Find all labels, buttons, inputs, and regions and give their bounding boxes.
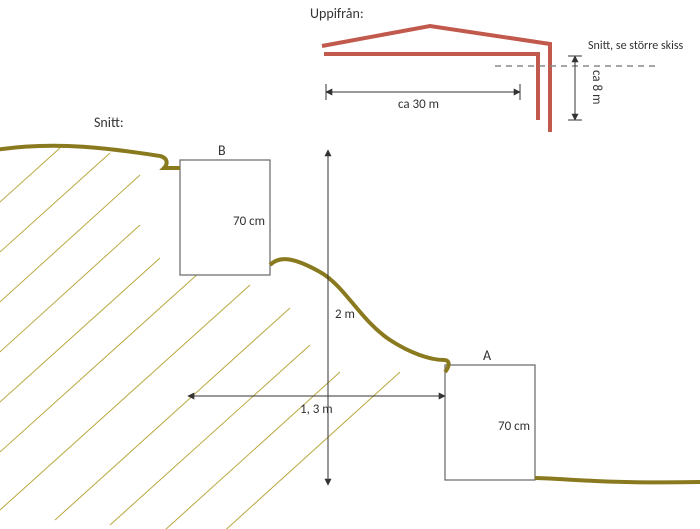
top-view-width-label: ca 30 m xyxy=(398,97,439,112)
box-a-label: A xyxy=(483,347,492,364)
top-view-group: Uppifrån: Snitt, se större skiss ca 30 m… xyxy=(310,5,684,132)
top-view-depth-label: ca 8 m xyxy=(589,70,604,104)
section-view-group: Snitt: B 70 cm A 70 cm 2 m 1 xyxy=(0,114,700,529)
top-view-annotation: Snitt, se större skiss xyxy=(588,39,684,53)
box-b-label: B xyxy=(218,142,226,159)
top-view-building-outline xyxy=(322,26,550,132)
section-horizontal-dim-label: 1, 3 m xyxy=(300,402,333,417)
section-vertical-dim-label: 2 m xyxy=(335,307,355,322)
top-view-header: Uppifrån: xyxy=(310,5,364,22)
box-b-height-label: 70 cm xyxy=(233,214,265,229)
box-a-height-label: 70 cm xyxy=(498,419,530,434)
section-header: Snitt: xyxy=(94,114,124,131)
